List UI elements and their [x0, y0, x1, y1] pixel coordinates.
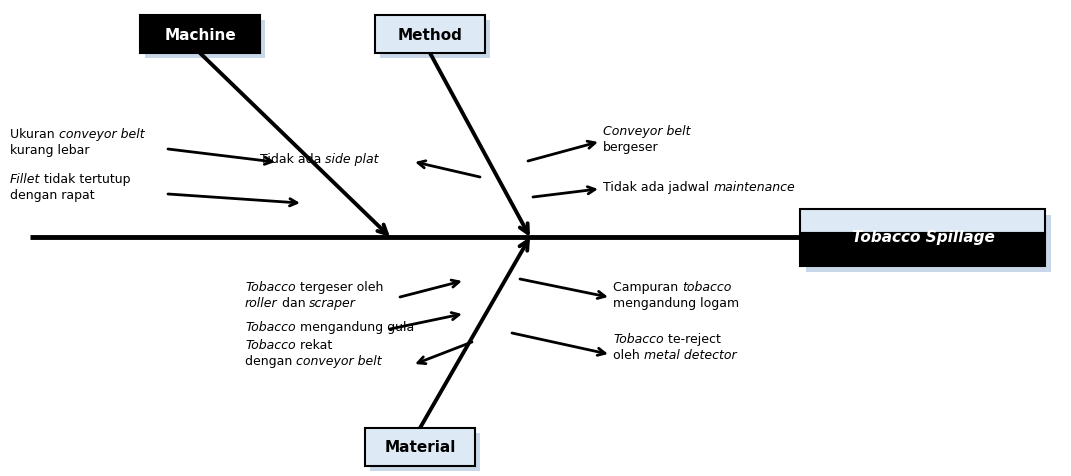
Text: Ukuran: Ukuran: [10, 128, 59, 141]
Text: dengan: dengan: [245, 355, 297, 368]
Text: tidak tertutup: tidak tertutup: [41, 173, 131, 186]
Text: tergeser oleh: tergeser oleh: [296, 281, 383, 294]
FancyBboxPatch shape: [365, 428, 476, 466]
Text: roller: roller: [245, 297, 277, 310]
Text: oleh: oleh: [613, 349, 644, 362]
FancyBboxPatch shape: [140, 16, 260, 54]
Text: rekat: rekat: [296, 339, 332, 352]
Text: metal detector: metal detector: [644, 349, 737, 362]
Text: Fillet: Fillet: [10, 173, 41, 186]
Text: Conveyor belt: Conveyor belt: [603, 125, 691, 138]
Text: Method: Method: [397, 28, 463, 42]
Text: bergeser: bergeser: [603, 141, 659, 154]
Text: mengandung gula: mengandung gula: [296, 321, 413, 334]
Text: Tobacco Spillage: Tobacco Spillage: [851, 230, 995, 245]
Text: Tidak ada jadwal: Tidak ada jadwal: [603, 181, 713, 194]
Text: kurang lebar: kurang lebar: [10, 144, 90, 157]
Text: te-reject: te-reject: [664, 333, 721, 346]
Text: Tobacco: Tobacco: [245, 321, 296, 334]
Text: Machine: Machine: [164, 28, 236, 42]
FancyBboxPatch shape: [806, 216, 1051, 272]
FancyBboxPatch shape: [369, 433, 480, 471]
Text: mengandung logam: mengandung logam: [613, 297, 739, 310]
Text: side plat: side plat: [326, 153, 379, 166]
Text: dengan rapat: dengan rapat: [10, 189, 94, 202]
Text: tobacco: tobacco: [682, 281, 731, 294]
FancyBboxPatch shape: [800, 209, 1045, 233]
Text: Tobacco: Tobacco: [613, 333, 664, 346]
Text: Tobacco: Tobacco: [245, 281, 296, 294]
Text: Material: Material: [384, 439, 455, 455]
FancyBboxPatch shape: [380, 21, 491, 59]
Text: dan: dan: [277, 297, 310, 310]
Text: conveyor belt: conveyor belt: [297, 355, 382, 368]
FancyBboxPatch shape: [375, 16, 485, 54]
Text: Tobacco: Tobacco: [245, 339, 296, 352]
FancyBboxPatch shape: [800, 233, 1045, 267]
Text: Tidak ada: Tidak ada: [260, 153, 326, 166]
Text: Campuran: Campuran: [613, 281, 682, 294]
Text: maintenance: maintenance: [713, 181, 795, 194]
Text: scraper: scraper: [310, 297, 357, 310]
FancyBboxPatch shape: [145, 21, 265, 59]
Text: conveyor belt: conveyor belt: [59, 128, 145, 141]
